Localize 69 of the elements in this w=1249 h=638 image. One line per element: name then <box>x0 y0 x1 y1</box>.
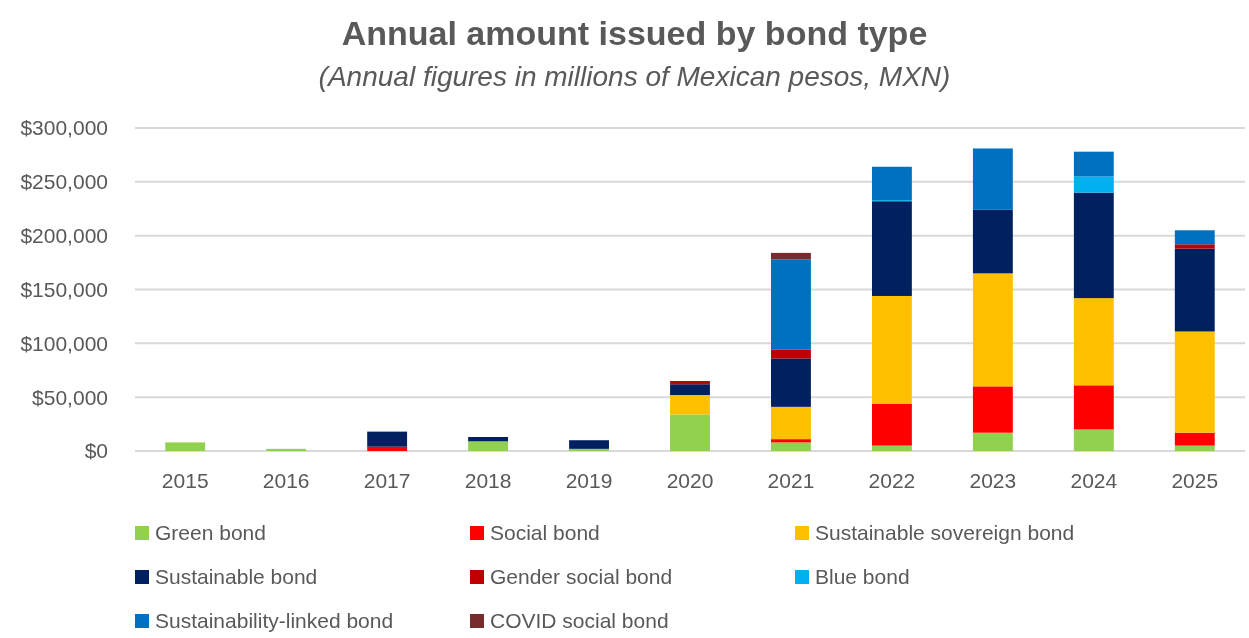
y-tick-label: $150,000 <box>20 277 108 301</box>
x-tick-label: 2022 <box>868 469 916 492</box>
legend-label: Blue bond <box>815 565 910 589</box>
legend-label: COVID social bond <box>490 609 669 633</box>
bar <box>1174 248 1215 332</box>
bar <box>1174 331 1215 433</box>
x-tick-label: 2019 <box>565 469 613 492</box>
bar <box>972 432 1013 451</box>
y-tick-label: $250,000 <box>20 170 108 194</box>
bar <box>1073 151 1114 177</box>
y-tick-label: $200,000 <box>20 224 108 248</box>
bar <box>771 442 811 451</box>
x-tick-label: 2016 <box>262 469 310 492</box>
y-tick-label: $0 <box>84 439 108 463</box>
bar <box>1073 385 1114 430</box>
y-tick-label: $100,000 <box>20 331 108 355</box>
x-tick-label: 2024 <box>1070 469 1118 492</box>
bar <box>771 252 811 260</box>
bar <box>468 437 509 442</box>
bar <box>1073 429 1114 451</box>
bar <box>972 209 1013 274</box>
y-tick-label: $300,000 <box>20 116 108 140</box>
x-tick-label: 2017 <box>363 469 411 492</box>
bar <box>367 446 408 451</box>
bar <box>1174 432 1215 446</box>
x-tick-label: 2025 <box>1171 469 1219 492</box>
bar <box>771 358 811 407</box>
chart-subtitle: (Annual figures in millions of Mexican pesos, MXN) <box>318 61 951 92</box>
x-tick-label: 2018 <box>464 469 512 492</box>
bar <box>1073 298 1114 386</box>
bar <box>670 381 710 385</box>
bar <box>1073 176 1114 193</box>
bar <box>871 403 912 446</box>
bar <box>1174 230 1215 245</box>
bar <box>1073 192 1114 299</box>
bar <box>771 349 811 359</box>
bar <box>972 273 1013 387</box>
bar <box>1174 244 1215 249</box>
bar <box>771 259 811 350</box>
legend-label: Sustainable bond <box>155 565 318 589</box>
bar <box>468 441 509 451</box>
bar <box>569 440 609 449</box>
bar <box>266 448 307 451</box>
legend-label: Social bond <box>490 521 600 545</box>
bar <box>367 431 408 447</box>
bar <box>670 414 710 451</box>
x-tick-label: 2015 <box>161 469 209 492</box>
x-tick-label: 2021 <box>767 469 815 492</box>
bar <box>1174 445 1215 451</box>
legend-label: Gender social bond <box>490 565 673 589</box>
bar <box>165 442 206 451</box>
bar <box>871 166 912 201</box>
bar <box>871 295 912 404</box>
bar <box>871 201 912 296</box>
bar <box>972 148 1013 210</box>
legend-label: Sustainable sovereign bond <box>815 521 1075 545</box>
x-tick-label: 2020 <box>666 469 714 492</box>
bar <box>670 384 710 396</box>
legend-label: Sustainability-linked bond <box>155 609 394 633</box>
legend-label: Green bond <box>155 521 266 545</box>
y-tick-label: $50,000 <box>32 385 108 409</box>
bar <box>569 448 609 451</box>
bar <box>871 445 912 451</box>
bar <box>972 386 1013 433</box>
bar <box>670 395 710 415</box>
bar <box>771 406 811 440</box>
x-tick-label: 2023 <box>969 469 1017 492</box>
bar <box>771 439 811 443</box>
chart-title: Annual amount issued by bond type <box>341 14 928 52</box>
